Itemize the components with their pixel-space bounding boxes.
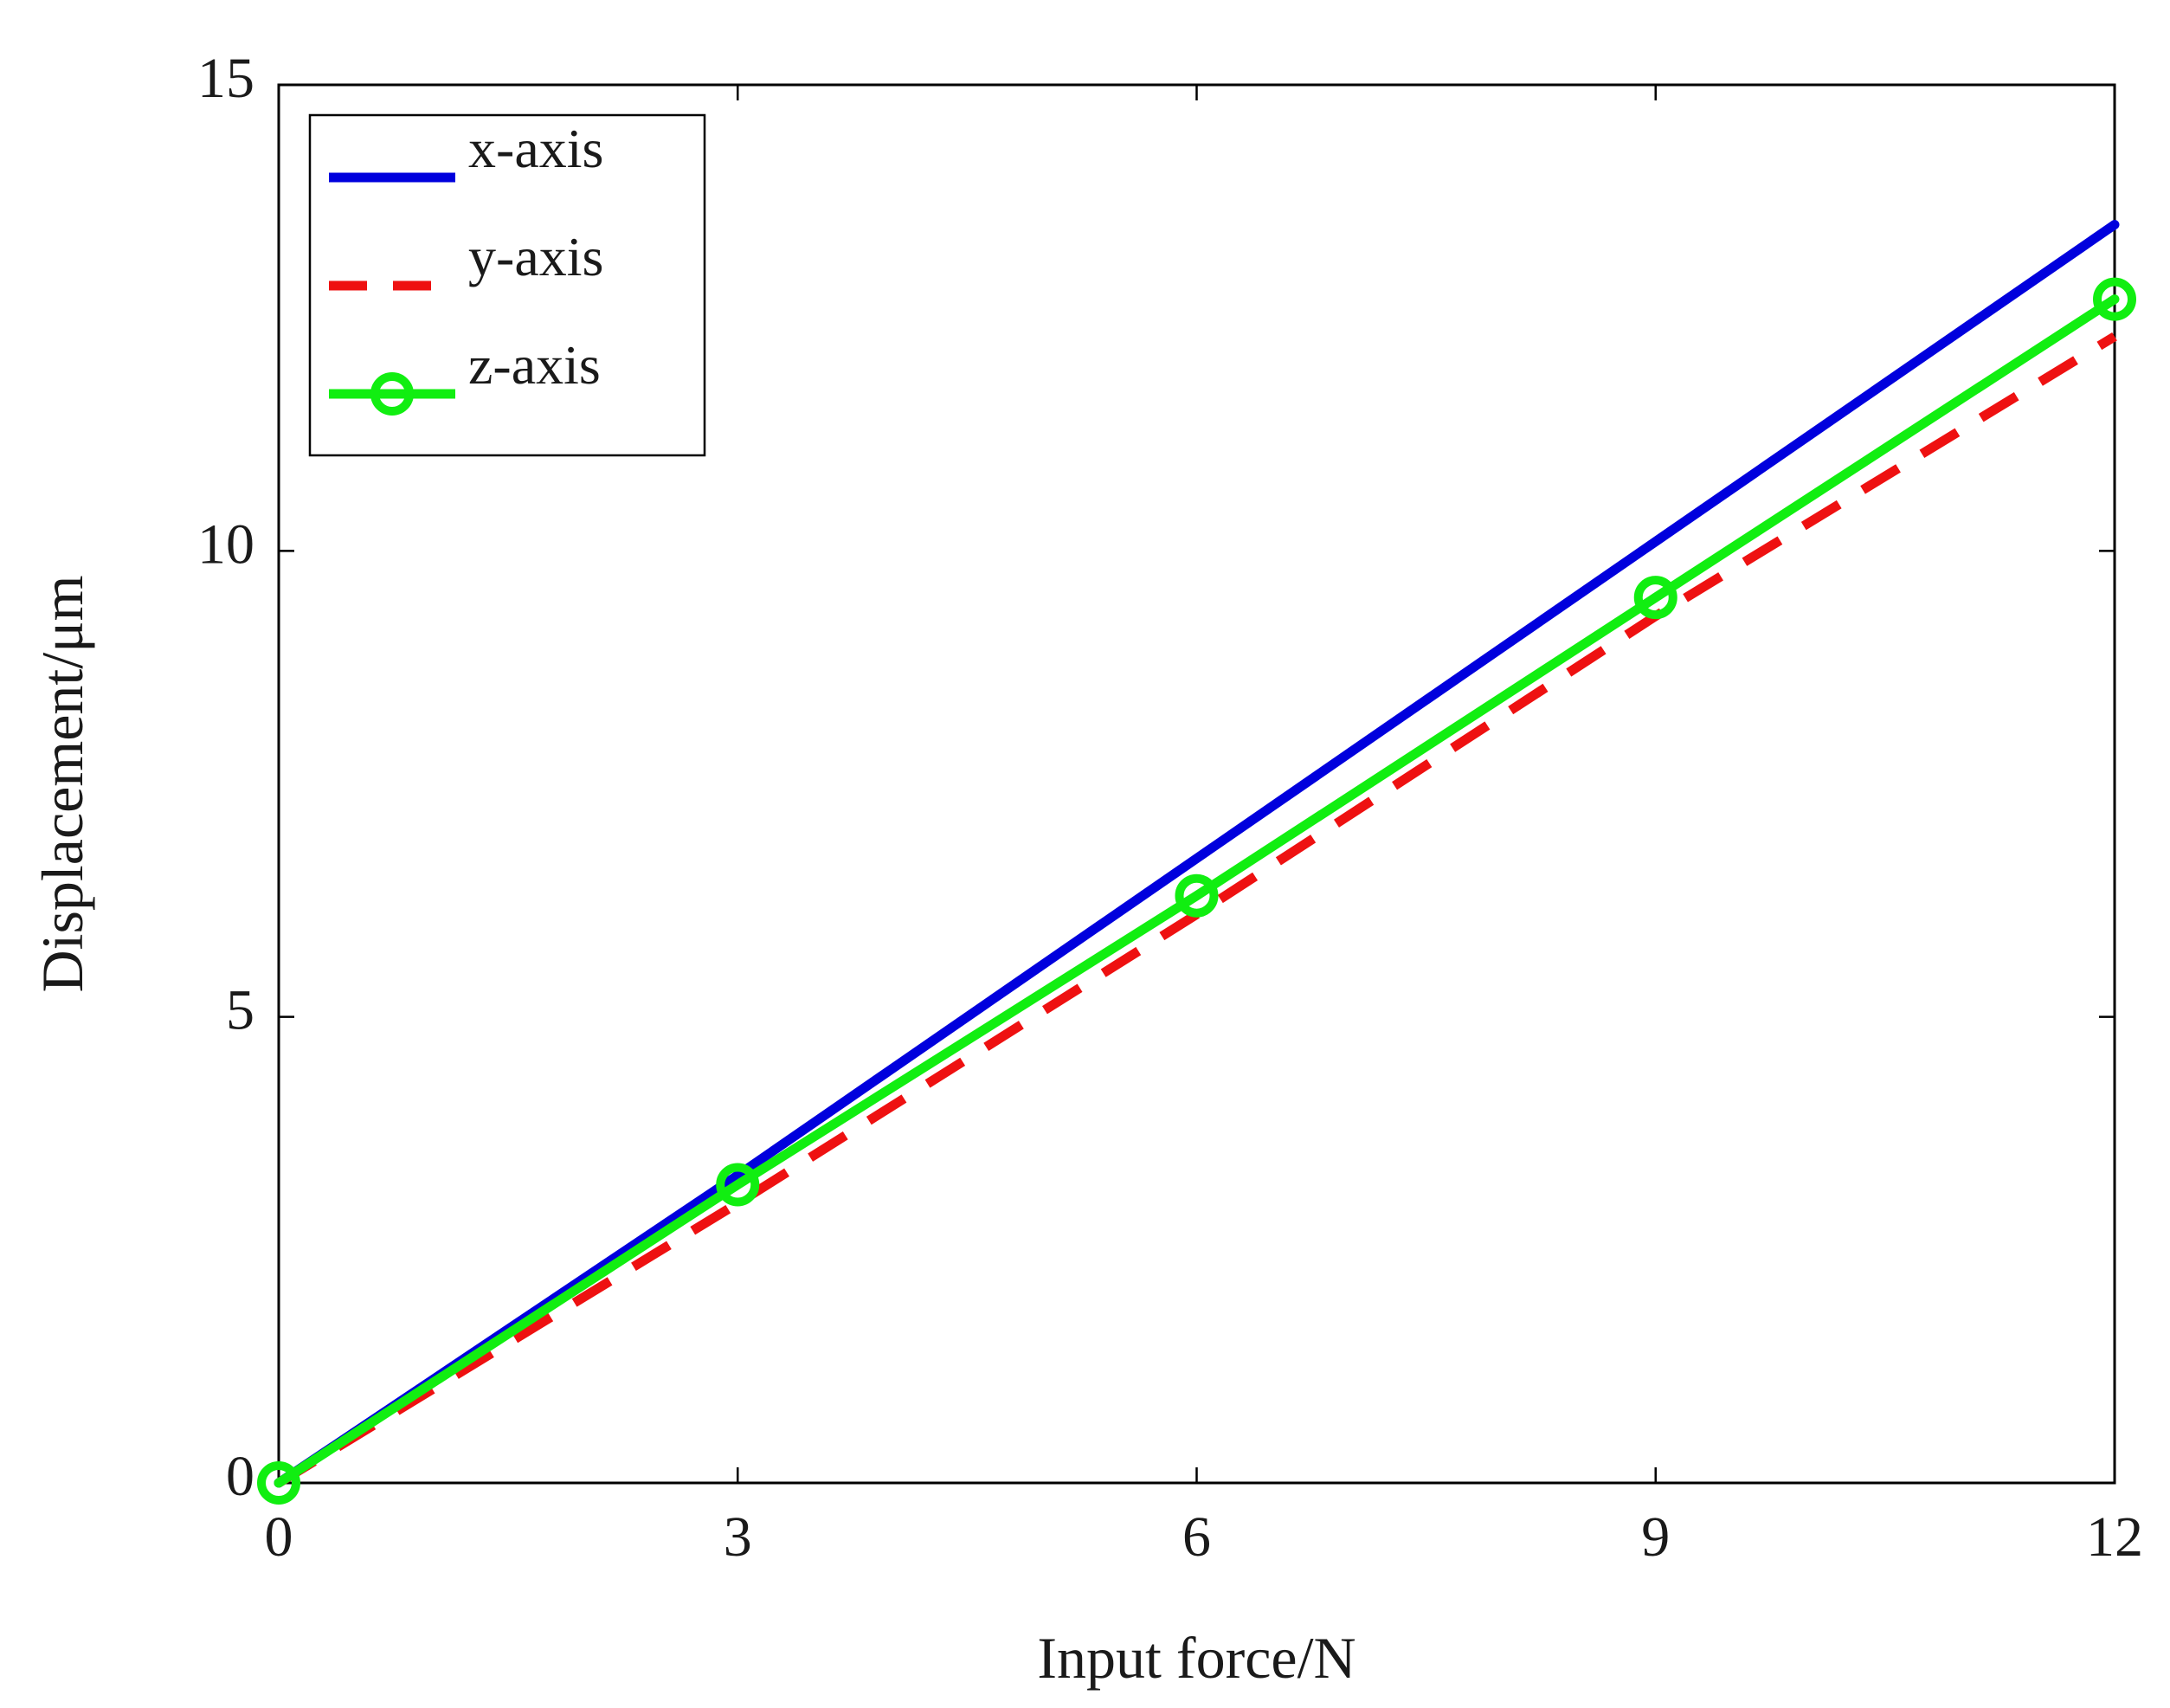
- y-tick-label: 0: [226, 1445, 254, 1508]
- series-point-z-axis: [716, 1163, 760, 1207]
- x-tick-label: 12: [2086, 1505, 2143, 1569]
- series-point-z-axis: [257, 1461, 300, 1505]
- series-point-z-axis: [1633, 576, 1677, 620]
- y-tick-label: 15: [197, 47, 254, 110]
- tick-labels: 0 3 6 9 12 0 5 10 15: [197, 47, 2143, 1569]
- x-axis-label: Input force/N: [1037, 1625, 1355, 1691]
- legend-marker-z-axis: [370, 372, 414, 416]
- series-point-z-axis: [1175, 873, 1219, 918]
- y-tick-label: 10: [197, 512, 254, 576]
- legend: x-axis y-axis z-axis: [308, 113, 706, 457]
- y-tick-label: 5: [226, 979, 254, 1042]
- series-line-z-axis: [274, 294, 2120, 1488]
- x-tick-label: 9: [1641, 1505, 1670, 1569]
- y-axis-label: Displacement/μm: [29, 575, 95, 992]
- x-tick-label: 6: [1182, 1505, 1211, 1569]
- legend-label-y-axis: y-axis: [468, 226, 603, 287]
- legend-label-x-axis: x-axis: [468, 118, 603, 179]
- x-tick-label: 3: [724, 1505, 752, 1569]
- series-point-z-axis: [2093, 277, 2136, 321]
- series-layer: [257, 220, 2136, 1505]
- legend-label-z-axis: z-axis: [468, 334, 601, 396]
- series-line-x-axis: [274, 220, 2120, 1488]
- x-tick-label: 0: [265, 1505, 293, 1569]
